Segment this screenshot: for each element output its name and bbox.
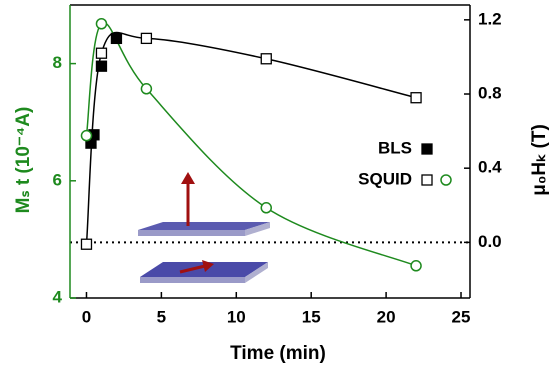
x-tick-label: 20 (377, 307, 396, 326)
data-point (140, 32, 153, 45)
data-point (80, 129, 93, 142)
legend-marker (421, 143, 433, 155)
data-point (260, 53, 272, 65)
y-tick-label: 8 (53, 53, 62, 72)
data-point (410, 260, 422, 272)
x-tick-label: 10 (227, 307, 246, 326)
series-line (85, 22, 417, 267)
data-point (410, 92, 422, 104)
data-point (80, 238, 93, 250)
inset-perpendicular (138, 172, 270, 236)
data-point (95, 60, 108, 72)
y-axis-label: Mₛ t (10⁻⁴A) (13, 107, 34, 214)
legend-label: SQUID (358, 169, 412, 188)
y2-tick-label: 1.2 (478, 9, 502, 28)
x-tick-label: 5 (157, 307, 166, 326)
y2-axis-label: μ₀Hₖ (T) (529, 124, 550, 196)
y2-tick-label: 0.4 (478, 158, 502, 177)
legend-label: BLS (378, 138, 412, 157)
x-axis-label: Time (min) (230, 343, 326, 364)
data-point (140, 83, 153, 95)
y2-tick-label: 0.0 (478, 232, 502, 251)
data-point (260, 202, 273, 214)
y-tick-label: 6 (53, 170, 62, 189)
data-point (95, 18, 108, 30)
inset-inplane (140, 260, 268, 283)
x-tick-label: 25 (452, 307, 471, 326)
data-point (110, 32, 123, 45)
x-tick-label: 0 (82, 307, 91, 326)
series-line (85, 31, 417, 245)
data-point (95, 47, 108, 59)
legend-marker (421, 174, 433, 186)
x-tick-label: 15 (302, 307, 321, 326)
legend-marker (440, 174, 452, 186)
y2-tick-label: 0.8 (478, 83, 502, 102)
y-tick-label: 4 (53, 287, 63, 306)
